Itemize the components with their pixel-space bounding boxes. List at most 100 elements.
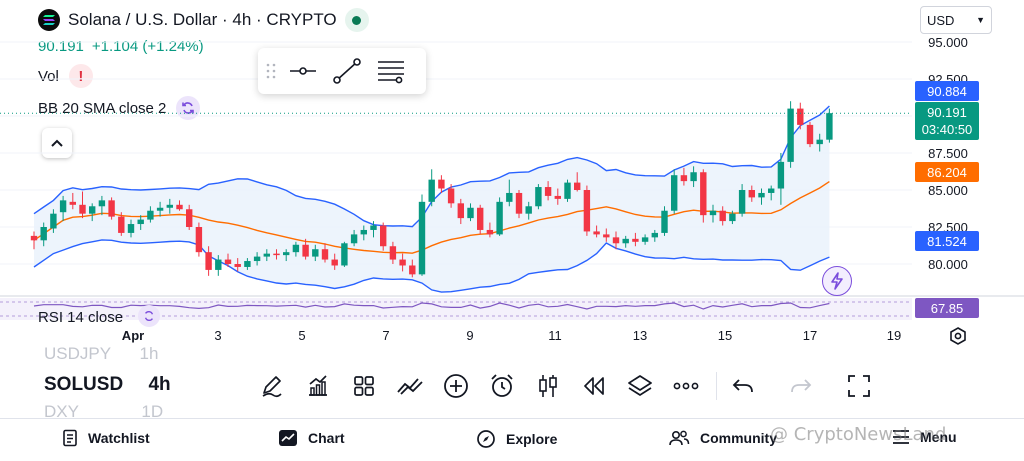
candle-body xyxy=(370,225,377,230)
candle-body xyxy=(98,200,106,207)
candle xyxy=(651,229,658,242)
prev-interval: 1h xyxy=(139,344,159,363)
candle xyxy=(477,204,484,235)
drag-handle-icon[interactable] xyxy=(266,62,276,80)
candle-body xyxy=(409,265,416,275)
candle-body xyxy=(593,231,600,235)
candle xyxy=(574,172,581,192)
candle xyxy=(554,188,561,205)
candle-body xyxy=(156,207,164,211)
undo-icon[interactable] xyxy=(725,368,761,404)
candle-body xyxy=(651,232,658,238)
drawing-toolbar[interactable] xyxy=(258,48,426,94)
candle xyxy=(729,210,736,225)
indicators-icon[interactable] xyxy=(300,368,336,404)
volume-indicator-row[interactable]: Vol ! xyxy=(38,64,93,88)
compass-icon xyxy=(477,430,495,448)
candle xyxy=(224,253,232,267)
candle-body xyxy=(418,201,426,275)
candle-body xyxy=(273,253,280,256)
candle xyxy=(215,255,222,276)
candle xyxy=(515,190,523,219)
price-tick-label: 95.000 xyxy=(928,35,968,50)
currency-select[interactable]: USD ▼ xyxy=(920,6,992,34)
bb-basis-price-tag: 86.204 xyxy=(915,162,979,182)
candle xyxy=(525,201,532,220)
candle-body xyxy=(195,227,203,253)
chevron-up-icon xyxy=(51,139,63,147)
candle xyxy=(234,258,241,272)
candle-body xyxy=(253,256,261,262)
chart-settings-icon[interactable] xyxy=(948,326,968,346)
compare-icon[interactable] xyxy=(392,368,428,404)
candle xyxy=(176,200,183,211)
candle xyxy=(253,252,261,266)
nav-chart[interactable]: Chart xyxy=(278,429,345,447)
nav-menu[interactable]: Menu xyxy=(892,429,957,445)
candle xyxy=(40,222,47,247)
candle xyxy=(89,203,96,222)
nav-community-label: Community xyxy=(700,430,777,446)
chart-icon xyxy=(279,430,297,446)
candle xyxy=(467,203,474,222)
trend-line-tool-icon[interactable] xyxy=(330,56,364,86)
price-chart[interactable]: 80.00082.50085.00087.50090.00092.50095.0… xyxy=(0,0,1024,350)
layout-grid-icon[interactable] xyxy=(346,368,382,404)
candle-body xyxy=(263,253,270,257)
rsi-refresh-icon[interactable] xyxy=(138,305,160,327)
candle xyxy=(826,108,833,143)
candle xyxy=(564,179,571,202)
rsi-indicator-label[interactable]: RSI 14 close xyxy=(38,309,124,326)
candle-body xyxy=(525,206,532,214)
candle-body xyxy=(234,264,241,267)
horizontal-line-tool-icon[interactable] xyxy=(286,56,320,86)
candle-body xyxy=(748,190,755,198)
rsi-background xyxy=(0,298,912,320)
symbol-picker-current[interactable]: SOLUSD 4h xyxy=(44,374,171,396)
candle-body xyxy=(137,219,144,225)
volume-indicator-label[interactable]: Vol xyxy=(38,67,59,85)
candle xyxy=(797,102,804,130)
fib-retracement-tool-icon[interactable] xyxy=(374,56,408,86)
time-tick-label: 17 xyxy=(802,328,818,343)
lightning-bolt-icon[interactable] xyxy=(822,266,852,296)
candle xyxy=(302,238,309,260)
candle-body xyxy=(360,229,367,235)
nav-explore[interactable]: Explore xyxy=(476,429,557,449)
replay-icon[interactable] xyxy=(576,368,612,404)
candle xyxy=(457,198,464,225)
candle-body xyxy=(700,172,707,216)
candle-body xyxy=(671,175,678,211)
fullscreen-icon[interactable] xyxy=(841,368,877,404)
candle-body xyxy=(283,252,290,256)
pencil-icon[interactable] xyxy=(254,368,290,404)
symbol-picker-prev[interactable]: USDJPY 1h xyxy=(44,344,158,364)
price-tick-label: 85.000 xyxy=(928,183,968,198)
symbol-title[interactable]: Solana / U.S. Dollar · 4h · CRYPTO xyxy=(68,10,337,29)
symbol-picker-next[interactable]: DXY 1D xyxy=(44,402,163,422)
candle xyxy=(748,185,755,202)
solana-logo-icon xyxy=(38,9,60,31)
candle xyxy=(438,175,445,193)
redo-icon[interactable] xyxy=(783,368,819,404)
candle-body xyxy=(574,182,581,190)
more-icon[interactable] xyxy=(668,368,704,404)
layers-icon[interactable] xyxy=(622,368,658,404)
nav-community[interactable]: Community xyxy=(668,429,777,447)
bar-countdown: 03:40:50 xyxy=(921,122,973,137)
candle xyxy=(30,231,38,250)
alert-clock-icon[interactable] xyxy=(484,368,520,404)
nav-watchlist[interactable]: Watchlist xyxy=(62,429,150,447)
bollinger-indicator-label[interactable]: BB 20 SMA close 2 xyxy=(38,99,167,117)
add-icon[interactable] xyxy=(438,368,474,404)
candle-body xyxy=(477,207,484,230)
candle-body xyxy=(321,249,329,260)
candle-body xyxy=(30,235,38,241)
candle-body xyxy=(69,201,76,205)
candle-body xyxy=(777,161,785,189)
bb-lower-line xyxy=(33,239,830,293)
watermark: @ CryptoNewsLand xyxy=(770,424,947,445)
candle xyxy=(700,169,707,223)
candles-icon[interactable] xyxy=(530,368,566,404)
error-alert-icon[interactable]: ! xyxy=(68,64,93,88)
